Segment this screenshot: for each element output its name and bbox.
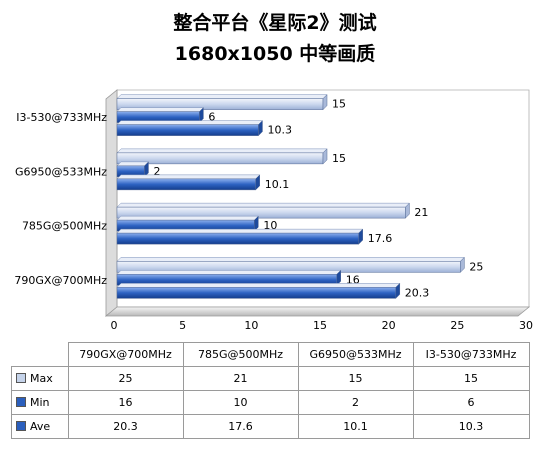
bar-top-face (116, 228, 364, 234)
data-label: 20.3 (405, 286, 430, 299)
data-table-corner (12, 343, 69, 367)
data-label: 25 (469, 260, 483, 273)
data-table-row-label: Ave (11, 414, 69, 439)
legend-swatch-ave (16, 421, 26, 431)
data-table-header: 790GX@700MHz (67, 342, 184, 367)
bar-ave (116, 232, 359, 245)
legend-label-max: Max (30, 372, 53, 385)
bar-top-face (116, 215, 259, 221)
bar-top-face (116, 283, 401, 288)
data-label: 15 (332, 98, 346, 111)
category-label: 790GX@700MHz (14, 274, 107, 287)
x-tick-label: 5 (179, 319, 186, 332)
bar-end-face (254, 215, 259, 232)
data-table-cell: 10.3 (412, 414, 530, 439)
bar-top-face (116, 94, 328, 99)
data-table-row-label: Max (11, 366, 69, 391)
data-label: 2 (153, 165, 160, 178)
data-table-cell: 21 (182, 366, 299, 391)
category-label: I3-530@733MHz (16, 111, 107, 124)
data-table-cell: 2 (297, 390, 414, 415)
data-label: 10.3 (267, 124, 292, 137)
data-label: 21 (414, 206, 428, 219)
plot-floor (104, 306, 531, 317)
data-table-row-label: Min (11, 390, 69, 415)
bar-top-face (116, 257, 465, 262)
legend-swatch-min (16, 397, 26, 407)
x-tick-label: 0 (111, 319, 118, 332)
bar-end-face (405, 202, 410, 219)
data-table-cell: 10.1 (297, 414, 414, 439)
bar-end-face (255, 174, 260, 191)
bar-top-face (116, 174, 261, 180)
data-label: 6 (208, 111, 215, 124)
category-label: G6950@533MHz (15, 165, 107, 178)
data-table-header: G6950@533MHz (297, 342, 414, 367)
data-table-cell: 20.3 (67, 414, 184, 439)
bar-top-face (116, 148, 328, 154)
legend-label-min: Min (30, 396, 50, 409)
bar-top-face (116, 107, 205, 112)
data-table-row-ave: Ave 20.3 17.6 10.1 10.3 (11, 414, 530, 439)
data-table-header: 785G@500MHz (182, 342, 299, 367)
data-table-row-min: Min 16 10 2 6 (11, 390, 530, 415)
legend-swatch-max (16, 373, 26, 383)
bar-ave (116, 124, 259, 136)
x-tick-label: 30 (519, 319, 533, 332)
bar-top-face (116, 202, 411, 208)
data-table-cell: 10 (182, 390, 299, 415)
category-label: 785G@500MHz (22, 220, 107, 233)
data-table-cell: 16 (67, 390, 184, 415)
plot-side-wall (105, 89, 118, 317)
legend-label-ave: Ave (30, 420, 51, 433)
data-table-row-max: Max 25 21 15 15 (11, 366, 530, 391)
bar-top-face (116, 161, 150, 167)
bar-ave (116, 178, 256, 191)
x-tick-label: 15 (313, 319, 327, 332)
bar-end-face (336, 269, 341, 286)
data-table-header: I3-530@733MHz (412, 342, 530, 367)
data-table-cell: 15 (412, 366, 530, 391)
bar-end-face (322, 148, 328, 165)
chart-title: 整合平台《星际2》测试 (173, 12, 377, 34)
bar-top-face (116, 270, 342, 275)
bar-ave (116, 287, 397, 299)
data-table-cell: 17.6 (182, 414, 299, 439)
bar-top-face (116, 120, 264, 125)
x-tick-label: 25 (450, 319, 464, 332)
bar-end-face (322, 94, 328, 111)
data-label: 17.6 (368, 232, 393, 245)
data-table-cell: 6 (412, 390, 530, 415)
data-table-header-row: 790GX@700MHz 785G@500MHz G6950@533MHz I3… (12, 342, 530, 367)
data-table-cell: 25 (67, 366, 184, 391)
bar-end-face (258, 120, 263, 137)
bar-end-face (460, 256, 465, 273)
bar-end-face (144, 161, 149, 178)
bar-end-face (358, 228, 363, 245)
data-label: 10.1 (265, 178, 290, 191)
data-label: 15 (332, 152, 346, 165)
x-tick-label: 20 (382, 319, 396, 332)
bar-end-face (395, 282, 401, 299)
bar-end-face (199, 107, 204, 124)
data-table-cell: 15 (297, 366, 414, 391)
chart-subtitle: 1680x1050 中等画质 (174, 43, 376, 65)
x-tick-label: 10 (244, 319, 258, 332)
data-table: 790GX@700MHz 785G@500MHz G6950@533MHz I3… (11, 342, 530, 439)
